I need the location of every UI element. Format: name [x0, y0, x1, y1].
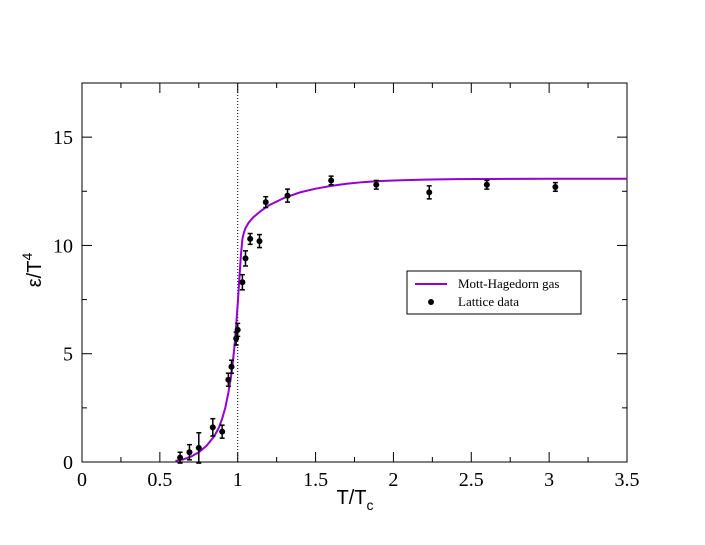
legend: Mott-Hagedorn gas Lattice data: [406, 270, 582, 315]
data-point: [483, 181, 490, 188]
y-tick-label: 5: [63, 344, 73, 366]
legend-box: [406, 270, 582, 315]
x-axis-title-main: T/T: [337, 487, 367, 509]
data-point: [328, 177, 335, 184]
x-axis-title: T/Tc: [337, 487, 374, 513]
data-point: [284, 192, 291, 199]
x-tick-label: 0.5: [147, 469, 172, 491]
data-point: [242, 255, 249, 262]
data-point: [373, 181, 380, 188]
y-tick-label: 15: [53, 127, 73, 149]
x-tick-label: 0: [77, 469, 87, 491]
y-axis-title: ε/T4: [19, 253, 46, 288]
x-tick-label: 1: [233, 469, 243, 491]
y-axis-title-superscript: 4: [19, 253, 35, 261]
x-tick-label: 2.5: [459, 469, 484, 491]
data-point: [262, 199, 269, 206]
x-axis-ticks: 0 0.5 1 1.5 2 2.5 3 3.5: [77, 83, 640, 491]
y-tick-label: 0: [63, 452, 73, 474]
data-point: [256, 238, 263, 245]
data-point: [247, 235, 254, 242]
x-tick-label: 2: [388, 469, 398, 491]
legend-marker-swatch: [428, 299, 434, 305]
y-axis-title-main: ε/T: [24, 261, 46, 288]
legend-label-lattice: Lattice data: [458, 294, 519, 309]
data-point: [186, 449, 193, 456]
data-point: [209, 424, 216, 431]
y-tick-label: 10: [53, 235, 73, 257]
data-point: [177, 454, 184, 461]
data-point: [552, 183, 559, 190]
data-point: [219, 428, 226, 435]
x-tick-label: 1.5: [303, 469, 328, 491]
legend-label-model: Mott-Hagedorn gas: [458, 276, 559, 291]
data-point: [228, 363, 235, 370]
data-point: [234, 326, 241, 333]
data-point: [195, 444, 202, 451]
series-line-mott-hagedorn: [175, 177, 627, 462]
data-point: [225, 376, 232, 383]
data-point: [239, 279, 246, 286]
data-point: [426, 189, 433, 196]
y-axis-ticks: 0 5 10 15: [53, 82, 627, 474]
x-tick-label: 3: [544, 469, 554, 491]
x-tick-label: 3.5: [615, 469, 640, 491]
x-axis-title-subscript: c: [367, 497, 374, 513]
